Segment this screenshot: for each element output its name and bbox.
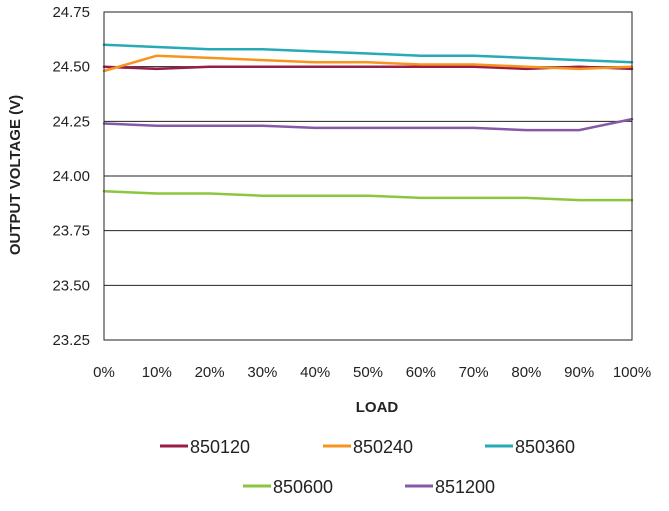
y-tick-label: 23.25 [52, 332, 90, 349]
legend-label-850600: 850600 [273, 477, 333, 497]
x-tick-label: 30% [247, 364, 277, 381]
legend-label-850360: 850360 [515, 437, 575, 457]
x-tick-label: 40% [300, 364, 330, 381]
x-tick-label: 20% [195, 364, 225, 381]
y-tick-label: 24.25 [52, 113, 90, 130]
x-tick-labels: 0% 10% 20% 30% 40% 50% 60% 70% 80% 90% 100% [93, 364, 651, 381]
y-tick-label: 24.00 [52, 168, 90, 185]
legend-label-850240: 850240 [353, 437, 413, 457]
x-tick-label: 100% [613, 364, 651, 381]
legend-label-851200: 851200 [435, 477, 495, 497]
y-tick-label: 23.50 [52, 277, 90, 294]
series-line-850600 [102, 190, 634, 202]
y-tick-labels: 24.75 24.50 24.25 24.00 23.75 23.50 23.25 [52, 4, 90, 349]
x-tick-label: 80% [511, 364, 541, 381]
legend-label-850120: 850120 [190, 437, 250, 457]
series-layer [102, 43, 634, 202]
plot-frame [103, 11, 633, 341]
x-axis-title: LOAD [356, 399, 399, 416]
series-line-850240 [102, 54, 634, 73]
x-tick-label: 0% [93, 364, 115, 381]
series-line-850360 [102, 43, 634, 64]
grid-layer [104, 66, 632, 286]
x-tick-label: 50% [353, 364, 383, 381]
x-tick-label: 60% [406, 364, 436, 381]
x-tick-label: 70% [459, 364, 489, 381]
y-axis-title: OUTPUT VOLTAGE (V) [7, 95, 24, 255]
y-tick-label: 23.75 [52, 223, 90, 240]
legend: 850120 850240 850360 850600 851200 [160, 437, 575, 497]
y-tick-label: 24.75 [52, 4, 90, 21]
x-tick-label: 10% [142, 364, 172, 381]
series-line-851200 [102, 117, 634, 132]
y-tick-label: 24.50 [52, 59, 90, 76]
x-tick-label: 90% [564, 364, 594, 381]
